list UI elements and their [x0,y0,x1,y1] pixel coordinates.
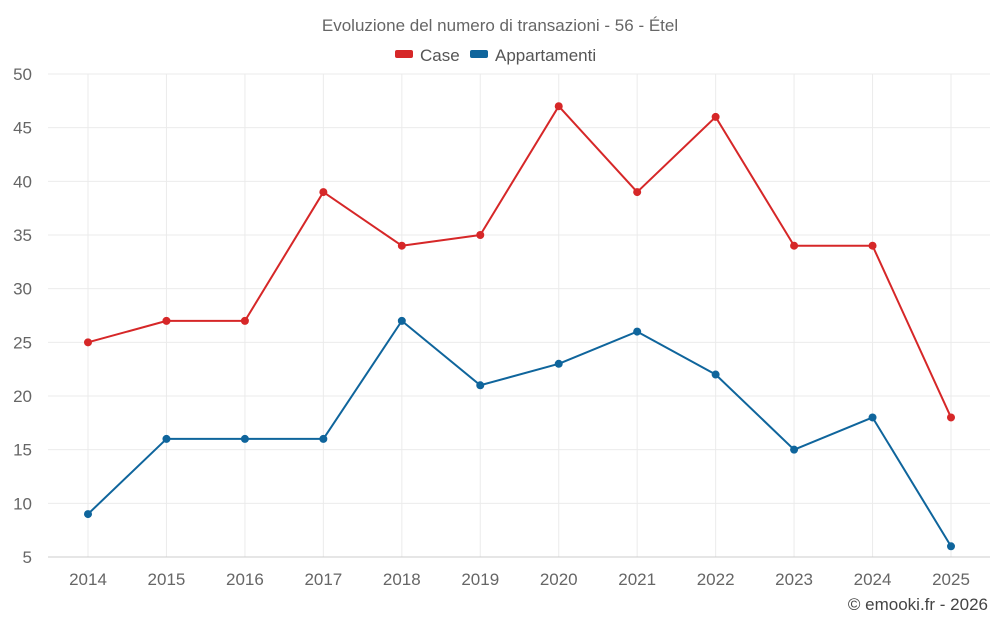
x-tick-label: 2018 [383,570,421,589]
x-tick-label: 2015 [148,570,186,589]
legend-item[interactable]: Appartamenti [470,46,596,65]
y-tick-label: 25 [13,333,32,352]
legend-label: Case [420,46,460,65]
data-point[interactable] [84,510,92,519]
y-tick-label: 30 [13,280,32,299]
y-tick-label: 20 [13,387,32,406]
y-axis: 5 10 15 20 25 30 35 40 45 50 [13,65,32,567]
data-point[interactable] [711,370,720,379]
data-point[interactable] [319,434,328,443]
y-tick-label: 50 [13,65,32,84]
data-point[interactable] [947,413,955,422]
series-line [87,105,952,418]
data-point[interactable] [476,381,485,390]
series-case [84,102,955,422]
data-point[interactable] [711,112,720,121]
chart-legend: Case Appartamenti [395,46,596,65]
credit-text: © emooki.fr - 2026 [847,595,988,614]
x-tick-label: 2022 [697,570,735,589]
legend-swatch [395,50,413,58]
data-point[interactable] [554,359,563,368]
series-appartamenti [84,316,955,551]
y-tick-label: 45 [13,119,32,138]
legend-label: Appartamenti [495,46,596,65]
data-point[interactable] [476,231,485,239]
data-point[interactable] [319,188,328,197]
y-tick-label: 40 [13,172,32,191]
data-point[interactable] [633,188,642,197]
data-point[interactable] [84,338,92,347]
chart-grid [48,73,990,558]
data-point[interactable] [162,316,171,325]
x-tick-label: 2017 [304,570,342,589]
x-tick-label: 2014 [69,570,107,589]
x-tick-label: 2025 [932,570,970,589]
data-point[interactable] [240,434,249,443]
data-point[interactable] [790,445,799,454]
y-tick-label: 15 [13,441,32,460]
y-tick-label: 5 [23,548,32,567]
x-tick-label: 2020 [540,570,578,589]
series-layer [84,102,955,551]
legend-item[interactable]: Case [395,46,460,65]
data-point[interactable] [240,316,249,325]
x-tick-label: 2019 [461,570,499,589]
y-tick-label: 35 [13,226,32,245]
x-tick-label: 2016 [226,570,264,589]
x-axis: 2014 2015 2016 2017 2018 2019 2020 2021 2022 2023… [48,556,990,589]
data-point[interactable] [633,327,642,336]
data-point[interactable] [947,542,955,551]
data-point[interactable] [397,241,406,250]
x-tick-label: 2021 [618,570,656,589]
data-point[interactable] [790,241,799,250]
series-line [87,319,952,547]
chart-title: Evoluzione del numero di transazioni - 5… [322,16,678,35]
data-point[interactable] [868,413,877,422]
data-point[interactable] [162,434,171,443]
data-point[interactable] [554,102,563,111]
data-point[interactable] [868,241,877,250]
y-tick-label: 10 [13,494,32,513]
legend-swatch [470,50,488,58]
x-tick-label: 2024 [854,570,892,589]
x-tick-label: 2023 [775,570,813,589]
data-point[interactable] [397,316,406,325]
